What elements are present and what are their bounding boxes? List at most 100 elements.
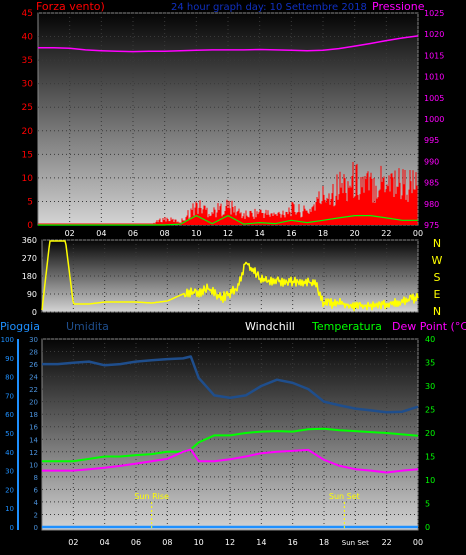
temperature-tick: 20 (425, 429, 435, 438)
panel2-compass-letter: S (434, 271, 441, 284)
panel3-x-tick: 00 (413, 538, 423, 547)
panel1-right-tick: 995 (424, 136, 439, 145)
panel3-x-tick: 14 (256, 538, 266, 547)
umidita-tick: 2 (34, 511, 38, 519)
panel1-left-tick: 0 (27, 221, 33, 231)
temperature-tick: 35 (425, 359, 435, 368)
humidity-line (42, 355, 419, 414)
panel2-compass-letter: N (433, 305, 441, 318)
panel1-right-tick: 990 (424, 157, 439, 166)
panel1-left-tick: 10 (22, 174, 34, 184)
panel1-right-tick: 1005 (424, 94, 444, 103)
umidita-tick: 28 (29, 349, 38, 357)
umidita-tick: 10 (29, 461, 38, 469)
umidita-tick: 6 (34, 486, 39, 494)
temperature-tick: 0 (425, 523, 430, 532)
pioggia-tick: 60 (5, 411, 14, 419)
panel1-right-tick: 980 (424, 200, 439, 209)
panel1-right-tick: 1020 (424, 30, 444, 39)
panel1-x-tick: 16 (286, 229, 296, 238)
panel3-x-tick: 12 (225, 538, 235, 547)
pioggia-tick: 80 (5, 374, 14, 382)
panel1-left-title: Forza vento) (36, 0, 105, 13)
sun-marker-label: Sun Set (329, 492, 360, 501)
panel1-right-tick: 1000 (424, 115, 444, 124)
panel1-x-tick: 20 (350, 229, 360, 238)
panel1-left-tick: 45 (22, 9, 33, 19)
panel1-x-tick: 06 (128, 229, 138, 238)
panel1-left-tick: 25 (22, 103, 33, 113)
temperature-tick: 30 (425, 382, 435, 391)
pioggia-tick: 30 (5, 468, 14, 476)
panel1-x-tick: 22 (381, 229, 391, 238)
panel1-title: 24 hour graph day: 10 Settembre 2018 (171, 2, 367, 13)
dewpoint-line (42, 448, 419, 474)
panel2-compass-letter: N (433, 237, 441, 250)
pioggia-label: Pioggia (0, 320, 40, 333)
panel1-right-tick: 975 (424, 221, 439, 230)
pioggia-tick: 0 (10, 524, 14, 532)
umidita-label: Umidita (66, 320, 109, 333)
umidita-tick: 30 (29, 336, 38, 344)
panel1-right-title: Pressione (372, 0, 425, 13)
windchill-label: Windchill (245, 320, 295, 333)
panel2-left-tick: 360 (22, 236, 37, 245)
wind-direction-line (41, 240, 419, 312)
pioggia-tick: 50 (5, 430, 14, 438)
panel1-left-tick: 40 (22, 33, 34, 43)
umidita-tick: 18 (29, 411, 38, 419)
pioggia-tick: 70 (5, 392, 14, 400)
panel1-x-tick: 02 (65, 229, 75, 238)
panel1-x-tick: 18 (318, 229, 328, 238)
umidita-tick: 4 (34, 499, 39, 507)
panel2-left-tick: 180 (22, 272, 37, 281)
panel3-x-tick: 02 (68, 538, 78, 547)
temperatura-label: Temperatura (311, 320, 382, 333)
panel2-left-tick: 90 (27, 290, 37, 299)
panel1-x-tick: 10 (191, 229, 201, 238)
panel1-right-tick: 1015 (424, 51, 444, 60)
panel1-left-tick: 35 (22, 56, 33, 66)
temperature-line (42, 427, 419, 463)
panel3-x-tick: 16 (288, 538, 298, 547)
panel2-compass-letter: E (434, 288, 441, 301)
pressure-line (38, 35, 419, 53)
temperature-tick: 5 (425, 500, 430, 509)
wind-speed-line (38, 215, 418, 226)
umidita-tick: 24 (29, 374, 38, 382)
panel3-x-tick: 18 (319, 538, 329, 547)
panel1-x-tick: 00 (413, 229, 423, 238)
umidita-tick: 14 (29, 436, 38, 444)
panel1-left-tick: 30 (22, 80, 34, 90)
umidita-tick: 26 (29, 361, 38, 369)
panel1-left-tick: 15 (22, 150, 33, 160)
pioggia-tick: 10 (5, 505, 14, 513)
panel1-x-tick: 04 (96, 229, 106, 238)
panel3-x-tick: 08 (162, 538, 172, 547)
panel1-right-tick: 985 (424, 179, 439, 188)
pioggia-tick: 40 (5, 449, 14, 457)
panel2-left-tick: 270 (22, 254, 37, 263)
umidita-tick: 8 (34, 474, 38, 482)
umidita-tick: 0 (34, 524, 38, 532)
umidita-tick: 12 (29, 449, 38, 457)
pioggia-tick: 90 (5, 355, 14, 363)
panel3-x-tick: 06 (131, 538, 141, 547)
panel1-x-tick: 14 (255, 229, 265, 238)
umidita-tick: 22 (29, 386, 38, 394)
temperature-tick: 15 (425, 453, 435, 462)
sun-marker-label: Sun Rise (134, 492, 169, 501)
panel3-x-tick: 22 (382, 538, 392, 547)
pioggia-tick: 100 (1, 336, 14, 344)
panel3-x-tick: 10 (194, 538, 204, 547)
panel1-left-tick: 20 (22, 127, 34, 137)
dewpoint-label: Dew Point (°C) (392, 320, 466, 333)
temperature-tick: 25 (425, 406, 435, 415)
pioggia-axis-bar (17, 339, 19, 530)
pioggia-tick: 20 (5, 486, 14, 494)
panel3-x-tick: 04 (100, 538, 110, 547)
panel3-x-tick: Sun Set (342, 539, 369, 547)
temperature-tick: 40 (425, 335, 435, 344)
umidita-tick: 20 (29, 399, 38, 407)
